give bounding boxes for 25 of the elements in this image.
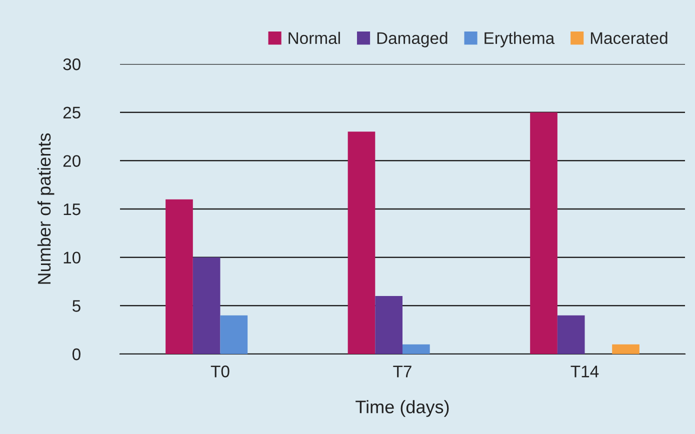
legend-label: Erythema	[484, 32, 555, 48]
bar	[220, 315, 248, 354]
x-tick-label: T0	[210, 366, 230, 378]
x-axis-title: Time (days)	[356, 400, 449, 417]
legend-label: Macerated	[590, 32, 668, 44]
y-tick-label: 20	[63, 155, 80, 167]
x-tick-label: T7	[393, 366, 412, 378]
bar	[375, 296, 402, 354]
bar	[402, 344, 430, 354]
y-tick-label: 30	[63, 58, 80, 70]
bar	[348, 132, 376, 354]
legend-label: Normal	[288, 32, 340, 44]
bar	[612, 344, 640, 354]
y-tick-label: 15	[64, 204, 80, 216]
bar	[192, 257, 220, 354]
y-tick-label: 0	[72, 348, 80, 360]
legend-label: Damaged	[377, 32, 448, 48]
x-tick-label: T14	[570, 366, 599, 378]
bar	[530, 112, 558, 354]
bar	[166, 199, 193, 354]
bar	[557, 315, 585, 354]
y-axis-title: Number of patients	[37, 133, 54, 284]
y-tick-label: 5	[72, 300, 80, 312]
y-tick-label: 10	[64, 252, 80, 264]
y-tick-label: 25	[63, 106, 80, 119]
